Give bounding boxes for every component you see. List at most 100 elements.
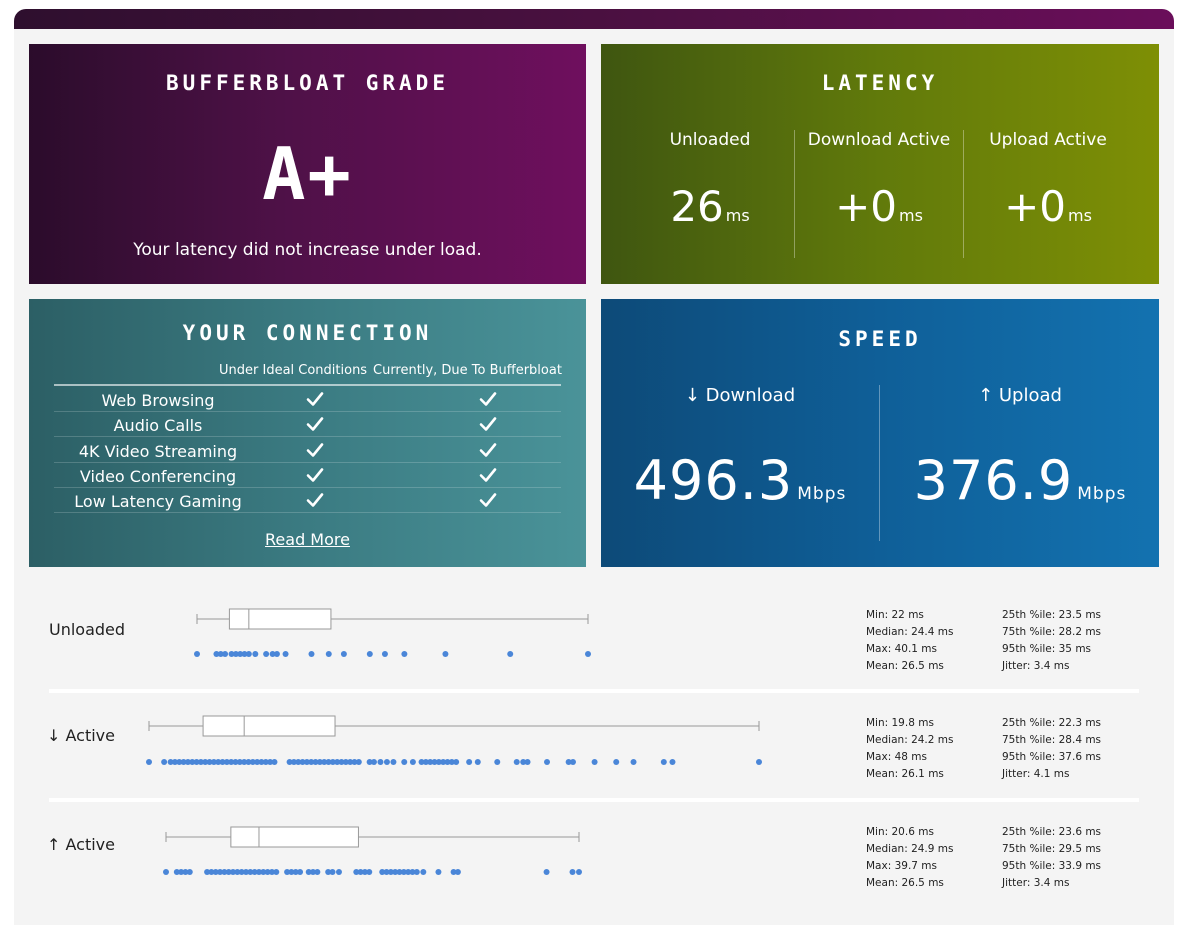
check-icon bbox=[478, 440, 498, 460]
sample-dot bbox=[520, 759, 527, 765]
sample-dot bbox=[466, 759, 473, 765]
sample-dot bbox=[184, 759, 191, 765]
check-icon bbox=[305, 490, 325, 510]
sample-dot bbox=[193, 759, 200, 765]
sample-dot bbox=[217, 869, 224, 875]
sample-dot bbox=[660, 759, 667, 765]
sample-dot bbox=[186, 869, 193, 875]
latency-download-label: Download Active bbox=[807, 130, 951, 150]
sample-dot bbox=[630, 759, 637, 765]
stat-median: Median: 24.4 ms bbox=[866, 626, 954, 638]
stat-section-download-active: ↓ Active Min: 19.8 ms Median: 24.2 ms Ma… bbox=[29, 698, 1159, 798]
sample-dot bbox=[312, 759, 319, 765]
sample-dot bbox=[251, 869, 258, 875]
connection-title: YOUR CONNECTION bbox=[182, 321, 433, 345]
sample-dot bbox=[269, 651, 276, 657]
sample-dot bbox=[236, 759, 243, 765]
stat-mean: Mean: 26.5 ms bbox=[866, 660, 944, 672]
speed-divider bbox=[879, 385, 880, 541]
sample-dot bbox=[268, 869, 275, 875]
iqr-box bbox=[228, 608, 332, 630]
sample-dot bbox=[390, 759, 397, 765]
connection-panel: YOUR CONNECTION Under Ideal Conditions C… bbox=[29, 299, 586, 567]
sample-dot bbox=[206, 759, 213, 765]
grade-title: BUFFERBLOAT GRADE bbox=[166, 71, 449, 95]
sample-dot bbox=[299, 759, 306, 765]
sample-dot bbox=[252, 651, 259, 657]
sample-dot bbox=[267, 759, 274, 765]
sample-dot bbox=[264, 869, 271, 875]
sample-dot bbox=[474, 759, 481, 765]
stat-p95: 95th %ile: 37.6 ms bbox=[1002, 751, 1102, 763]
sample-dot bbox=[435, 869, 442, 875]
sample-dot bbox=[258, 759, 265, 765]
sample-dot bbox=[585, 651, 591, 657]
sample-dot bbox=[163, 869, 169, 875]
sample-dot bbox=[215, 759, 222, 765]
upload-unit: Mbps bbox=[1077, 484, 1127, 504]
sample-dot bbox=[377, 759, 384, 765]
sample-dot bbox=[230, 869, 237, 875]
connection-row: 4K Video Streaming bbox=[54, 438, 561, 463]
latency-panel: LATENCY Unloaded 26 ms Download Active +0… bbox=[601, 44, 1159, 284]
stat-mean: Mean: 26.5 ms bbox=[866, 877, 944, 889]
sample-dot bbox=[232, 651, 239, 657]
sample-dot bbox=[576, 869, 582, 875]
sample-dot bbox=[290, 759, 297, 765]
latency-download-unit: ms bbox=[899, 206, 923, 225]
sample-dot bbox=[212, 869, 219, 875]
latency-upload-unit: ms bbox=[1068, 206, 1092, 225]
sample-dot bbox=[189, 759, 196, 765]
sample-dot bbox=[422, 759, 429, 765]
sample-dot bbox=[243, 869, 250, 875]
sample-dot bbox=[361, 869, 368, 875]
stat-label-download-active: ↓ Active bbox=[47, 726, 115, 745]
latency-upload-label: Upload Active bbox=[989, 130, 1107, 150]
sample-dot bbox=[418, 759, 425, 765]
sample-dot bbox=[305, 869, 312, 875]
sample-dot bbox=[524, 759, 531, 765]
stat-label-upload-active: ↑ Active bbox=[47, 835, 115, 854]
iqr-box bbox=[202, 715, 336, 737]
sample-dot bbox=[255, 869, 262, 875]
sample-dot bbox=[321, 759, 328, 765]
stat-p75: 75th %ile: 28.4 ms bbox=[1002, 734, 1102, 746]
sample-dot bbox=[308, 759, 315, 765]
check-icon bbox=[478, 414, 498, 434]
upload-label: ↑ Upload bbox=[978, 385, 1062, 406]
sample-dot bbox=[173, 869, 180, 875]
sample-dot bbox=[178, 869, 185, 875]
sample-dot bbox=[282, 651, 289, 657]
stat-mean: Mean: 26.1 ms bbox=[866, 768, 944, 780]
sample-dot bbox=[225, 869, 232, 875]
sample-dot bbox=[335, 869, 342, 875]
stat-median: Median: 24.9 ms bbox=[866, 843, 954, 855]
sample-dot bbox=[202, 759, 209, 765]
download-unit: Mbps bbox=[797, 484, 847, 504]
grade-message: Your latency did not increase under load… bbox=[133, 240, 482, 260]
sample-dot bbox=[232, 759, 239, 765]
sample-dot bbox=[427, 759, 434, 765]
connection-row-name: Video Conferencing bbox=[79, 466, 237, 486]
sample-dot bbox=[355, 759, 362, 765]
sample-dot bbox=[223, 759, 230, 765]
sample-dot bbox=[245, 651, 252, 657]
sample-dot bbox=[351, 759, 358, 765]
sample-dot bbox=[297, 869, 304, 875]
sample-dot bbox=[409, 869, 416, 875]
connection-row: Audio Calls bbox=[54, 412, 561, 438]
sample-dot bbox=[161, 759, 168, 765]
latency-unloaded-unit: ms bbox=[725, 206, 750, 225]
stat-p25: 25th %ile: 23.6 ms bbox=[1002, 826, 1102, 838]
stat-section-unloaded: Unloaded Min: 22 ms Median: 24.4 ms Max:… bbox=[29, 590, 1159, 690]
connection-row: Web Browsing bbox=[54, 387, 561, 412]
section-separator bbox=[49, 798, 1139, 802]
latency-unloaded-value: 26 bbox=[670, 182, 724, 231]
stat-max: Max: 40.1 ms bbox=[866, 643, 937, 655]
sample-dot bbox=[222, 651, 229, 657]
read-more-link[interactable]: Read More bbox=[265, 530, 350, 549]
sample-dot bbox=[197, 759, 204, 765]
sample-dot bbox=[180, 759, 187, 765]
sample-dot bbox=[431, 759, 438, 765]
sample-dot bbox=[366, 651, 373, 657]
